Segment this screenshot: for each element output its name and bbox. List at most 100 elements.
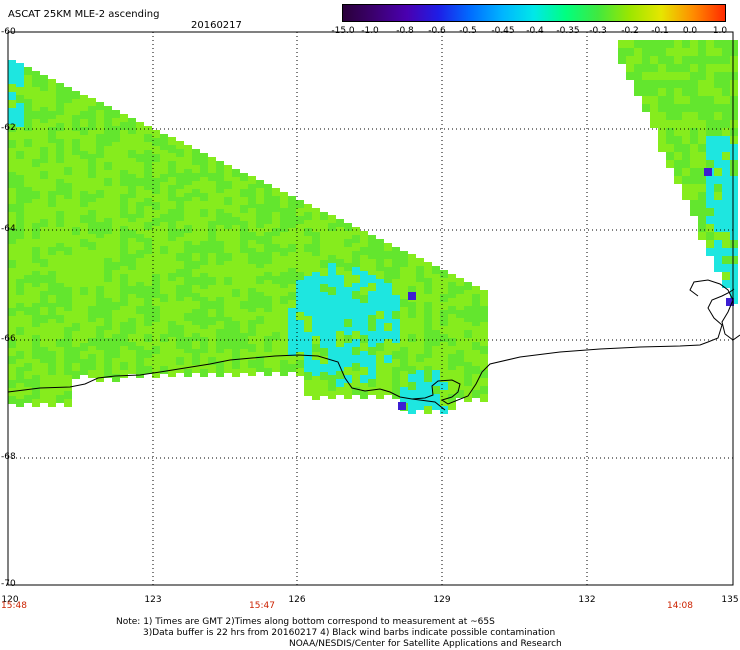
swath-pixel (256, 268, 264, 276)
swath-pixel (432, 298, 440, 306)
swath-pixel (384, 291, 392, 299)
swath-pixel (128, 350, 136, 358)
swath-pixel (240, 245, 248, 253)
swath-pixel (352, 371, 360, 379)
swath-pixel (136, 122, 144, 130)
swath-pixel (690, 48, 698, 56)
swath-pixel (698, 120, 706, 128)
swath-pixel (376, 239, 384, 247)
swath-pixel (176, 309, 184, 317)
swath-pixel (168, 201, 176, 209)
swath-pixel (176, 285, 184, 293)
swath-pixel (72, 355, 80, 363)
swath-pixel (16, 375, 24, 383)
swath-pixel (674, 64, 682, 72)
swath-pixel (416, 282, 424, 290)
swath-pixel (160, 134, 168, 142)
swath-pixel (16, 287, 24, 295)
swath-pixel (24, 259, 32, 267)
swath-pixel (256, 220, 264, 228)
swath-pixel (448, 394, 456, 402)
swath-pixel (674, 48, 682, 56)
swath-pixel (136, 234, 144, 242)
swath-pixel (32, 95, 40, 103)
swath-pixel (64, 215, 72, 223)
swath-pixel (144, 350, 152, 358)
swath-pixel (136, 282, 144, 290)
swath-pixel (248, 328, 256, 336)
swath-pixel (8, 348, 16, 356)
swath-pixel (32, 183, 40, 191)
swath-pixel (658, 80, 666, 88)
swath-pixel (160, 302, 168, 310)
swath-pixel (400, 267, 408, 275)
swath-pixel (722, 280, 730, 288)
swath-pixel (80, 231, 88, 239)
swath-pixel (392, 303, 400, 311)
swath-pixel (674, 152, 682, 160)
swath-pixel (650, 56, 658, 64)
swath-pixel (658, 64, 666, 72)
swath-pixel (248, 232, 256, 240)
swath-pixel (714, 88, 722, 96)
swath-pixel (32, 207, 40, 215)
swath-pixel (192, 357, 200, 365)
swath-pixel (464, 306, 472, 314)
swath-pixel (714, 128, 722, 136)
swath-pixel (312, 272, 320, 280)
swath-pixel (698, 144, 706, 152)
swath-pixel (714, 72, 722, 80)
lon-label-120: 120 (1, 595, 19, 605)
swath-pixel (272, 228, 280, 236)
swath-pixel (144, 310, 152, 318)
swath-pixel (408, 374, 416, 382)
swath-pixel (448, 306, 456, 314)
swath-pixel (650, 64, 658, 72)
swath-pixel (168, 297, 176, 305)
swath-pixel (48, 215, 56, 223)
swath-pixel (392, 311, 400, 319)
swath-pixel (320, 268, 328, 276)
swath-pixel (432, 362, 440, 370)
swath-pixel (232, 281, 240, 289)
swath-pixel (706, 112, 714, 120)
swath-pixel (32, 303, 40, 311)
swath-pixel (368, 323, 376, 331)
swath-pixel (72, 299, 80, 307)
swath-pixel (48, 295, 56, 303)
swath-pixel (80, 135, 88, 143)
swath-pixel (224, 365, 232, 373)
swath-pixel (8, 308, 16, 316)
swath-pixel (690, 176, 698, 184)
swath-pixel (160, 342, 168, 350)
swath-pixel (176, 301, 184, 309)
swath-pixel (16, 327, 24, 335)
swath-pixel (400, 395, 408, 403)
swath-pixel (72, 339, 80, 347)
swath-pixel (280, 272, 288, 280)
swath-pixel (722, 88, 730, 96)
swath-pixel (184, 281, 192, 289)
swath-pixel (72, 331, 80, 339)
swath-pixel (80, 327, 88, 335)
swath-pixel (320, 300, 328, 308)
swath-pixel (32, 383, 40, 391)
swath-pixel (48, 127, 56, 135)
swath-pixel (208, 285, 216, 293)
swath-pixel (336, 307, 344, 315)
swath-pixel (296, 200, 304, 208)
swath-pixel (224, 349, 232, 357)
swath-pixel (424, 374, 432, 382)
swath-pixel (376, 263, 384, 271)
swath-pixel (24, 107, 32, 115)
swath-pixel (184, 353, 192, 361)
swath-pixel (472, 310, 480, 318)
swath-pixel (160, 310, 168, 318)
swath-pixel (48, 399, 56, 407)
swath-pixel (320, 340, 328, 348)
swath-pixel (136, 170, 144, 178)
swath-pixel (200, 177, 208, 185)
swath-pixel (200, 265, 208, 273)
swath-pixel (296, 368, 304, 376)
swath-pixel (96, 214, 104, 222)
